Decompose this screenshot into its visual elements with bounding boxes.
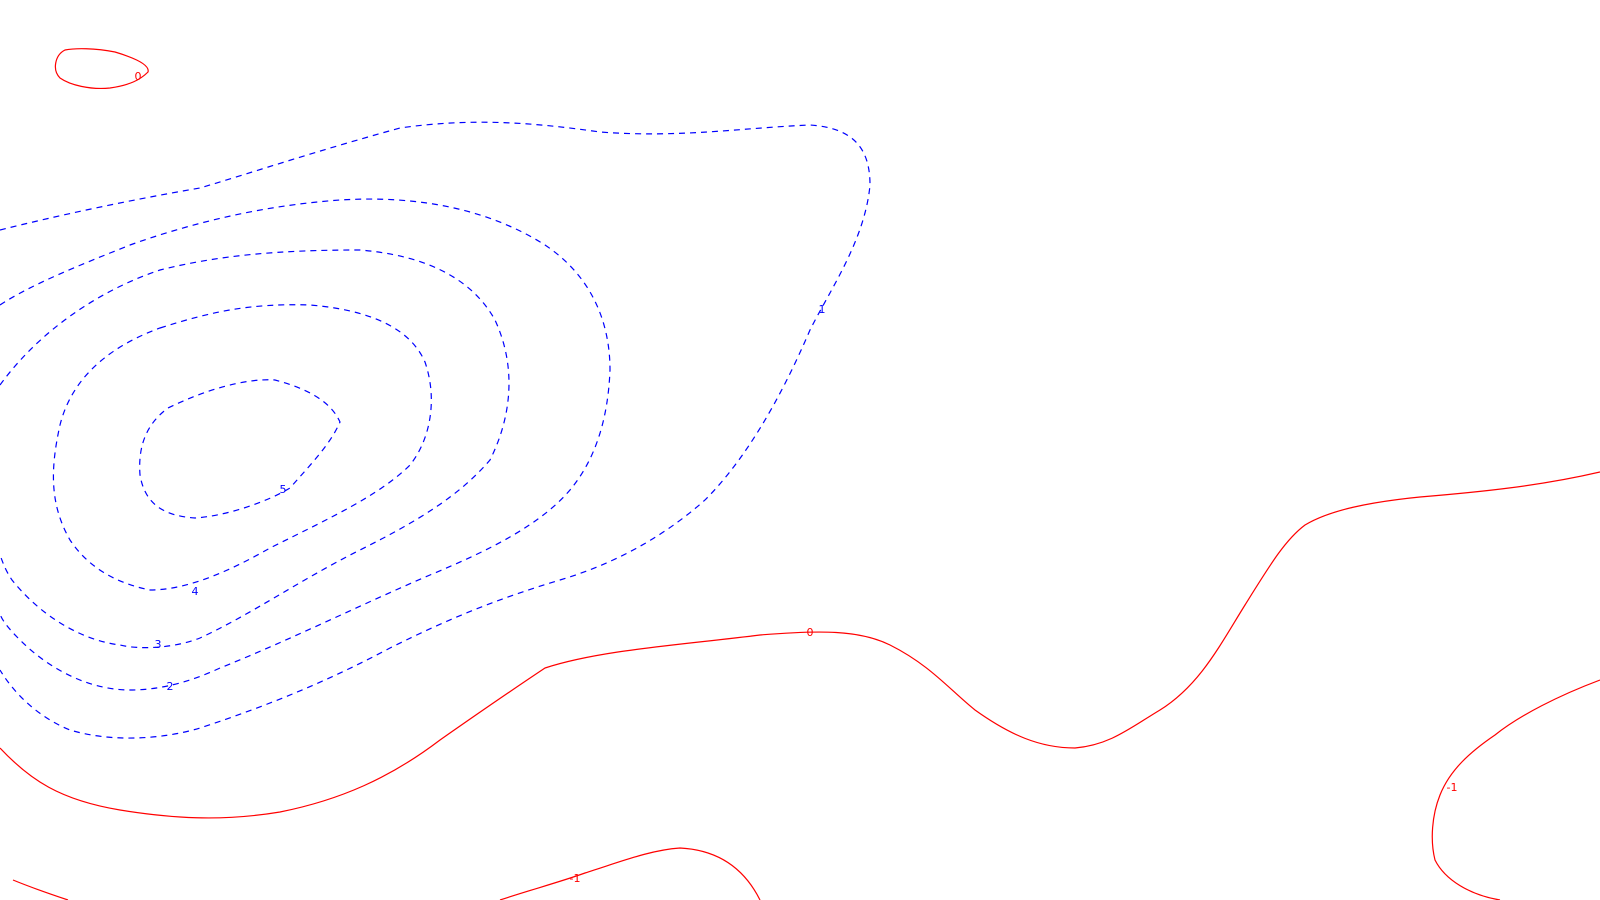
contour-line-5: [139, 379, 341, 519]
contour-label-0-top: 0: [135, 70, 142, 83]
contour-label-5: 5: [280, 483, 287, 496]
contour-label-0-main: 0: [807, 626, 814, 639]
contour-label-1: 1: [819, 303, 826, 316]
contour-label-4: 4: [192, 585, 199, 598]
contour-label-3: 3: [155, 638, 162, 651]
contour-line-neg1-right: [1431, 679, 1600, 900]
contour-label-neg1-right: -1: [1447, 781, 1458, 794]
contour-label-2: 2: [167, 680, 174, 693]
contour-label-neg1-bottom: -1: [570, 872, 581, 885]
contour-line-neg1-bottom-left: [12, 879, 69, 900]
contour-line-2: [0, 198, 611, 691]
contour-line-neg1-bottom-center: [499, 847, 761, 900]
contour-line-4: [52, 304, 432, 591]
contour-line-1: [0, 121, 871, 739]
contour-line-3: [0, 249, 510, 649]
contour-line-0-main: [0, 471, 1600, 819]
contour-line-0-top: [54, 48, 149, 90]
